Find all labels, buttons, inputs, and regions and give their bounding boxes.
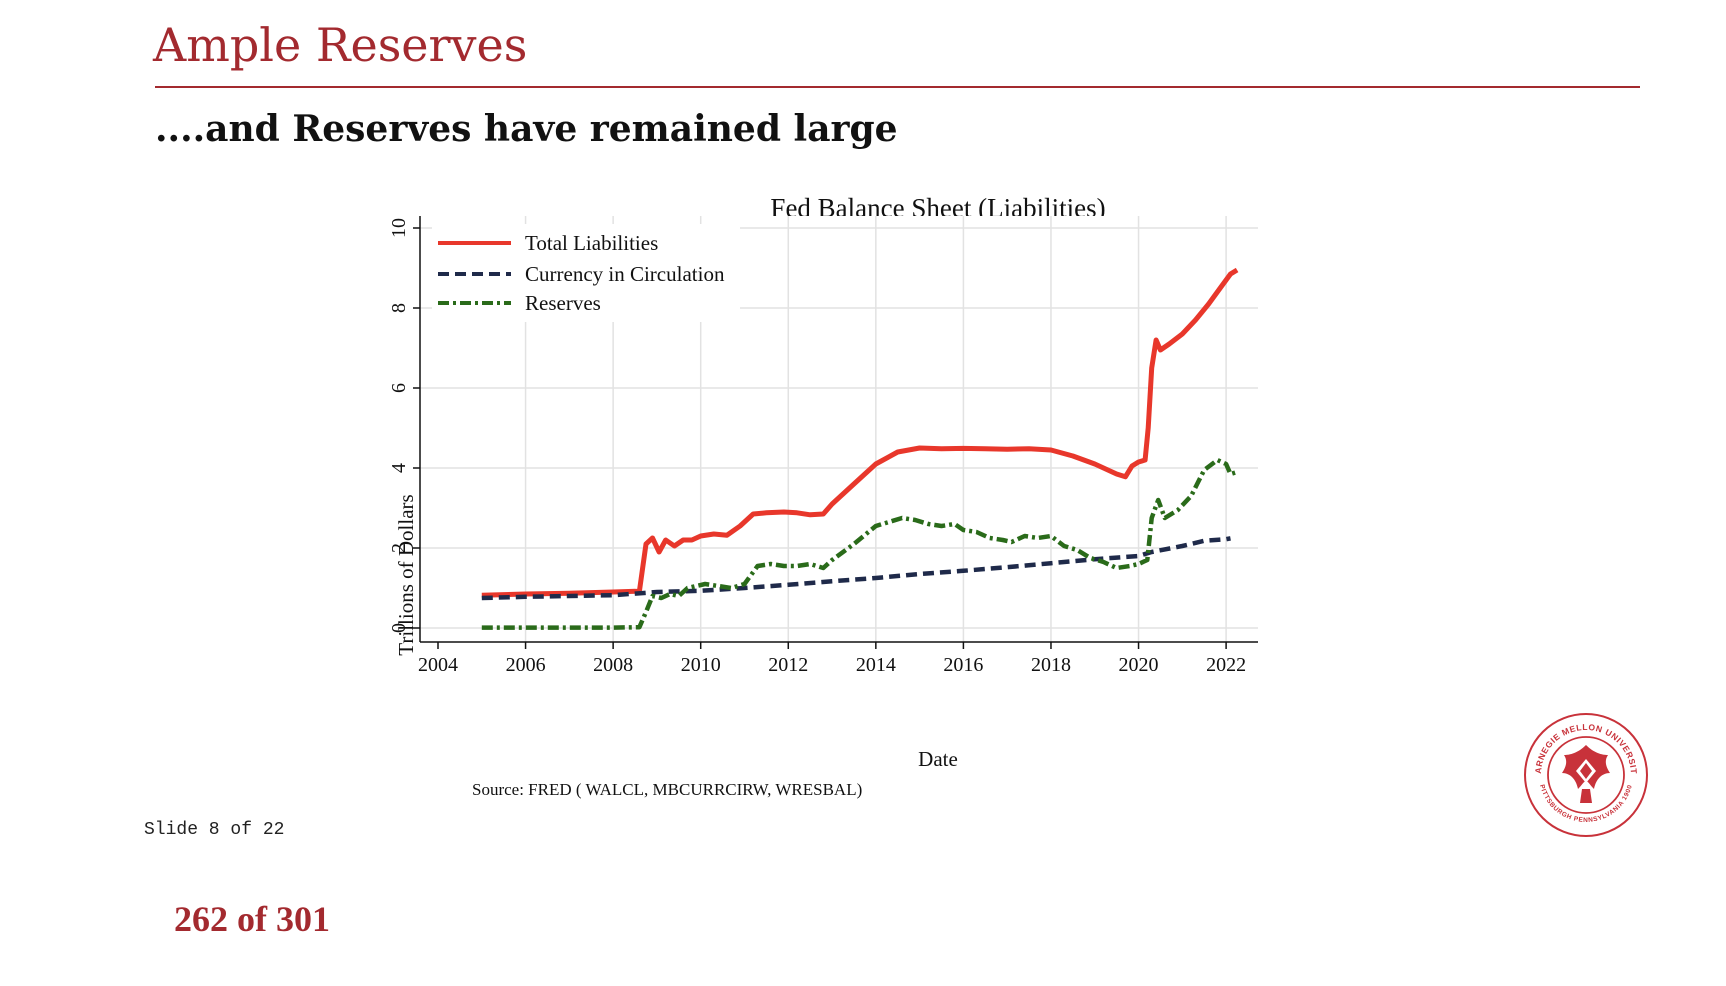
x-tick-label: 2016 bbox=[943, 654, 983, 676]
y-axis-label: Trillions of Dollars bbox=[394, 494, 418, 655]
title-divider bbox=[155, 86, 1640, 88]
x-tick-label: 2012 bbox=[768, 654, 808, 676]
x-tick-label: 2010 bbox=[681, 654, 721, 676]
slide-subtitle: ....and Reserves have remained large bbox=[155, 108, 898, 150]
series-line-reserves bbox=[481, 457, 1238, 630]
x-tick-label: 2008 bbox=[593, 654, 633, 676]
x-tick-label: 2018 bbox=[1031, 654, 1071, 676]
seal-thistle-emblem bbox=[1562, 745, 1610, 803]
legend-background bbox=[432, 224, 740, 322]
x-tick-label: 2020 bbox=[1119, 654, 1159, 676]
slide-counter: Slide 8 of 22 bbox=[144, 820, 285, 840]
slide-title: Ample Reserves bbox=[153, 18, 528, 72]
legend-label-currency: Currency in Circulation bbox=[525, 262, 725, 286]
x-tick-label: 2014 bbox=[856, 654, 896, 676]
chart-source-note: Source: FRED ( WALCL, MBCURRCIRW, WRESBA… bbox=[472, 780, 862, 799]
fed-balance-sheet-chart: Fed Balance Sheet (Liabilities) 2004 2006… bbox=[388, 193, 1258, 799]
chart-legend: Total Liabilities Currency in Circulatio… bbox=[432, 224, 740, 322]
legend-label-total-liabilities: Total Liabilities bbox=[525, 231, 658, 255]
series-line-currency-in-circulation bbox=[481, 536, 1231, 601]
x-axis-label: Date bbox=[918, 747, 958, 771]
legend-label-reserves: Reserves bbox=[525, 291, 601, 315]
x-tick-label: 2004 bbox=[418, 654, 458, 676]
x-tick-label: 2022 bbox=[1206, 654, 1246, 676]
chart-series bbox=[481, 267, 1239, 630]
page-counter: 262 of 301 bbox=[174, 899, 330, 939]
y-tick-label: 10 bbox=[388, 218, 410, 238]
x-tick-label: 2006 bbox=[506, 654, 546, 676]
y-tick-label: 0 bbox=[388, 623, 410, 633]
cmu-seal-icon: CARNEGIE MELLON UNIVERSITY PITTSBURGH PE… bbox=[1522, 711, 1648, 837]
chart-container: Fed Balance Sheet (Liabilities) 2004 2006… bbox=[380, 190, 1420, 810]
y-tick-label: 4 bbox=[388, 463, 410, 473]
y-tick-label: 8 bbox=[388, 303, 410, 313]
y-tick-label: 6 bbox=[388, 383, 410, 393]
y-tick-label: 2 bbox=[388, 543, 410, 553]
chart-axes: 2004 2006 2008 2010 2012 2014 2016 2018 2020 2022… bbox=[388, 216, 1258, 676]
series-line-total-liabilities bbox=[481, 267, 1239, 598]
